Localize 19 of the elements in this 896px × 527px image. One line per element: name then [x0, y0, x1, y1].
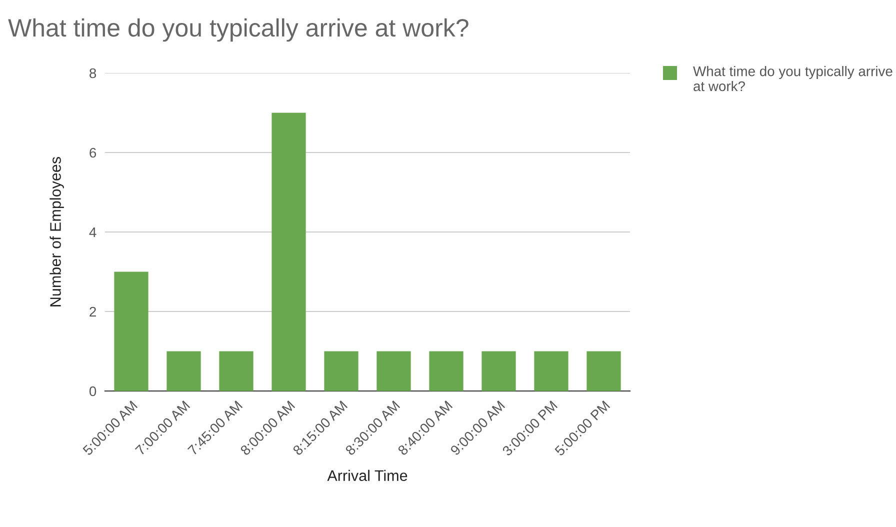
bar — [324, 351, 358, 391]
bar — [219, 351, 254, 391]
chart-title: What time do you typically arrive at work? — [8, 18, 468, 42]
bar — [166, 351, 201, 391]
y-axis-title: Number of Employees — [50, 156, 64, 306]
y-tick-label: 8 — [90, 68, 96, 78]
y-tick-label: 6 — [90, 148, 96, 158]
bar — [272, 112, 306, 391]
bar — [586, 351, 621, 391]
bar — [482, 351, 516, 391]
bar — [534, 351, 568, 391]
y-tick-label: 4 — [89, 227, 96, 238]
y-tick-label: 0 — [89, 386, 96, 396]
legend-label: What time do you typically arrive at work? — [693, 66, 892, 92]
bar — [114, 272, 148, 391]
bar — [376, 351, 411, 391]
bar — [429, 351, 464, 391]
y-tick-label: 2 — [90, 306, 96, 317]
x-axis-title: Arrival Time — [327, 470, 408, 482]
